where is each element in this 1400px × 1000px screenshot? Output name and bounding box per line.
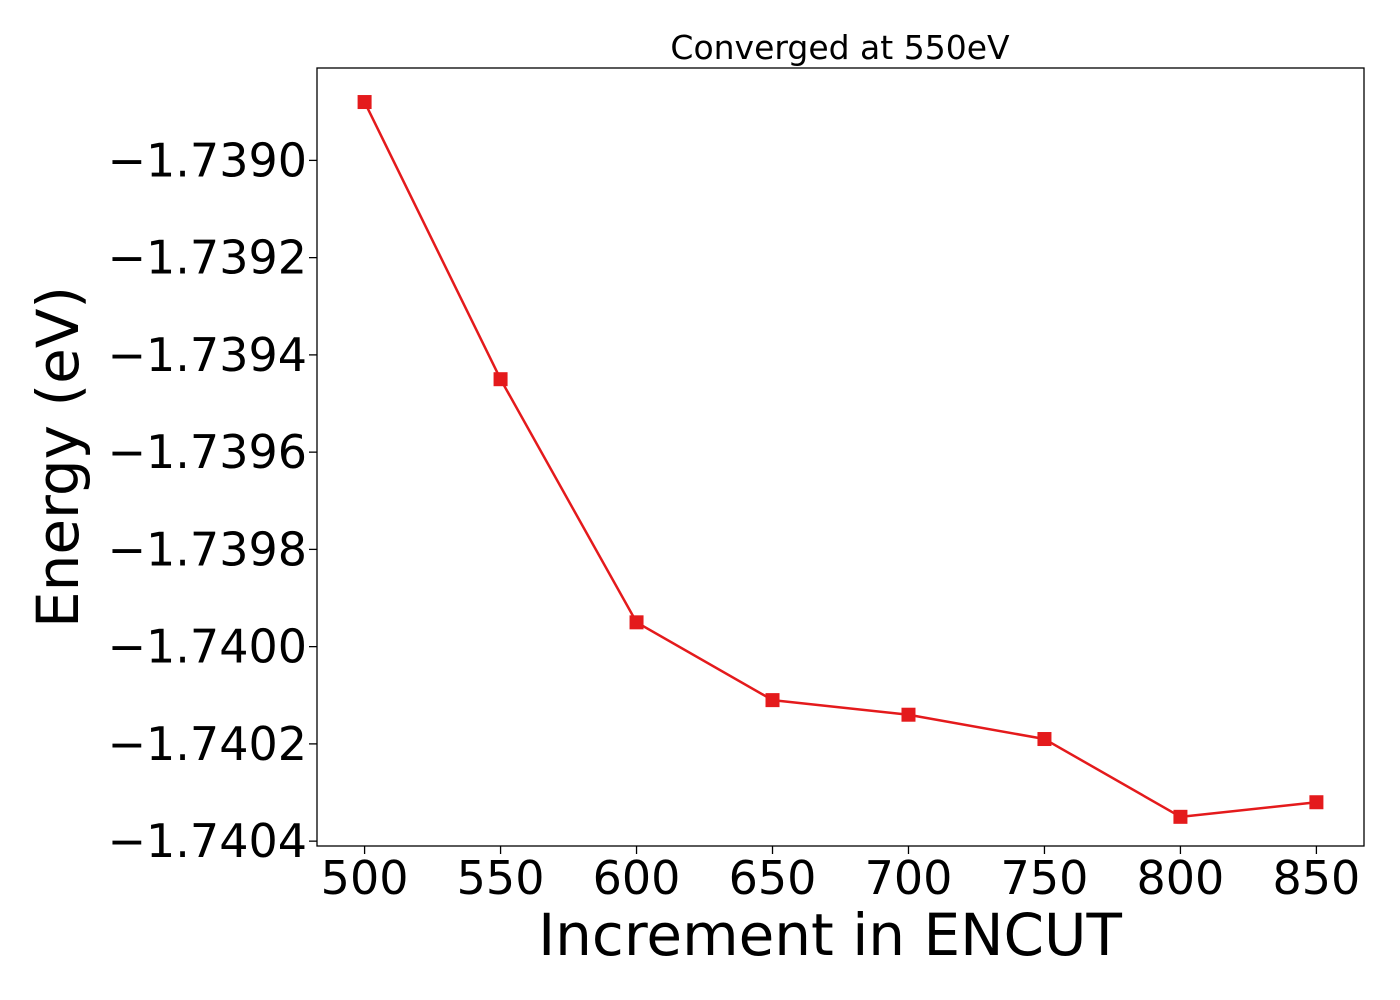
data-point-marker xyxy=(901,707,916,722)
y-tick-label: −1.7400 xyxy=(108,620,308,674)
y-tick-label: −1.7394 xyxy=(108,328,308,382)
x-tick-label: 700 xyxy=(865,851,953,905)
y-tick-label: −1.7390 xyxy=(108,133,308,187)
y-tick-label: −1.7398 xyxy=(108,522,308,576)
data-point-marker xyxy=(765,693,780,708)
x-tick-label: 650 xyxy=(729,851,817,905)
data-point-marker xyxy=(357,95,372,110)
data-point-marker xyxy=(1173,809,1188,824)
y-axis: −1.7390 −1.7392 −1.7394 −1.7396 −1.7398 −1.74… xyxy=(108,133,317,868)
x-axis-label: Increment in ENCUT xyxy=(538,901,1122,969)
series-line xyxy=(363,101,1317,819)
data-point-marker xyxy=(493,372,508,387)
y-tick-label: −1.7402 xyxy=(108,717,308,771)
y-axis-label: Energy (eV) xyxy=(24,286,92,628)
plot-frame xyxy=(316,67,1365,847)
x-tick-label: 850 xyxy=(1273,851,1361,905)
data-point-marker xyxy=(1309,795,1324,810)
chart-title: Converged at 550eV xyxy=(670,28,1010,67)
x-tick-label: 750 xyxy=(1001,851,1089,905)
x-tick-label: 600 xyxy=(593,851,681,905)
x-tick-label: 500 xyxy=(321,851,409,905)
y-tick-label: −1.7404 xyxy=(108,814,308,868)
x-tick-label: 550 xyxy=(457,851,545,905)
x-axis: 500 550 600 650 700 750 800 850 xyxy=(321,846,1361,905)
series-group xyxy=(357,95,1324,824)
x-tick-label: 800 xyxy=(1137,851,1225,905)
y-tick-label: −1.7392 xyxy=(108,231,308,285)
y-tick-label: −1.7396 xyxy=(108,425,308,479)
data-point-marker xyxy=(629,615,644,630)
data-point-marker xyxy=(1037,732,1052,747)
